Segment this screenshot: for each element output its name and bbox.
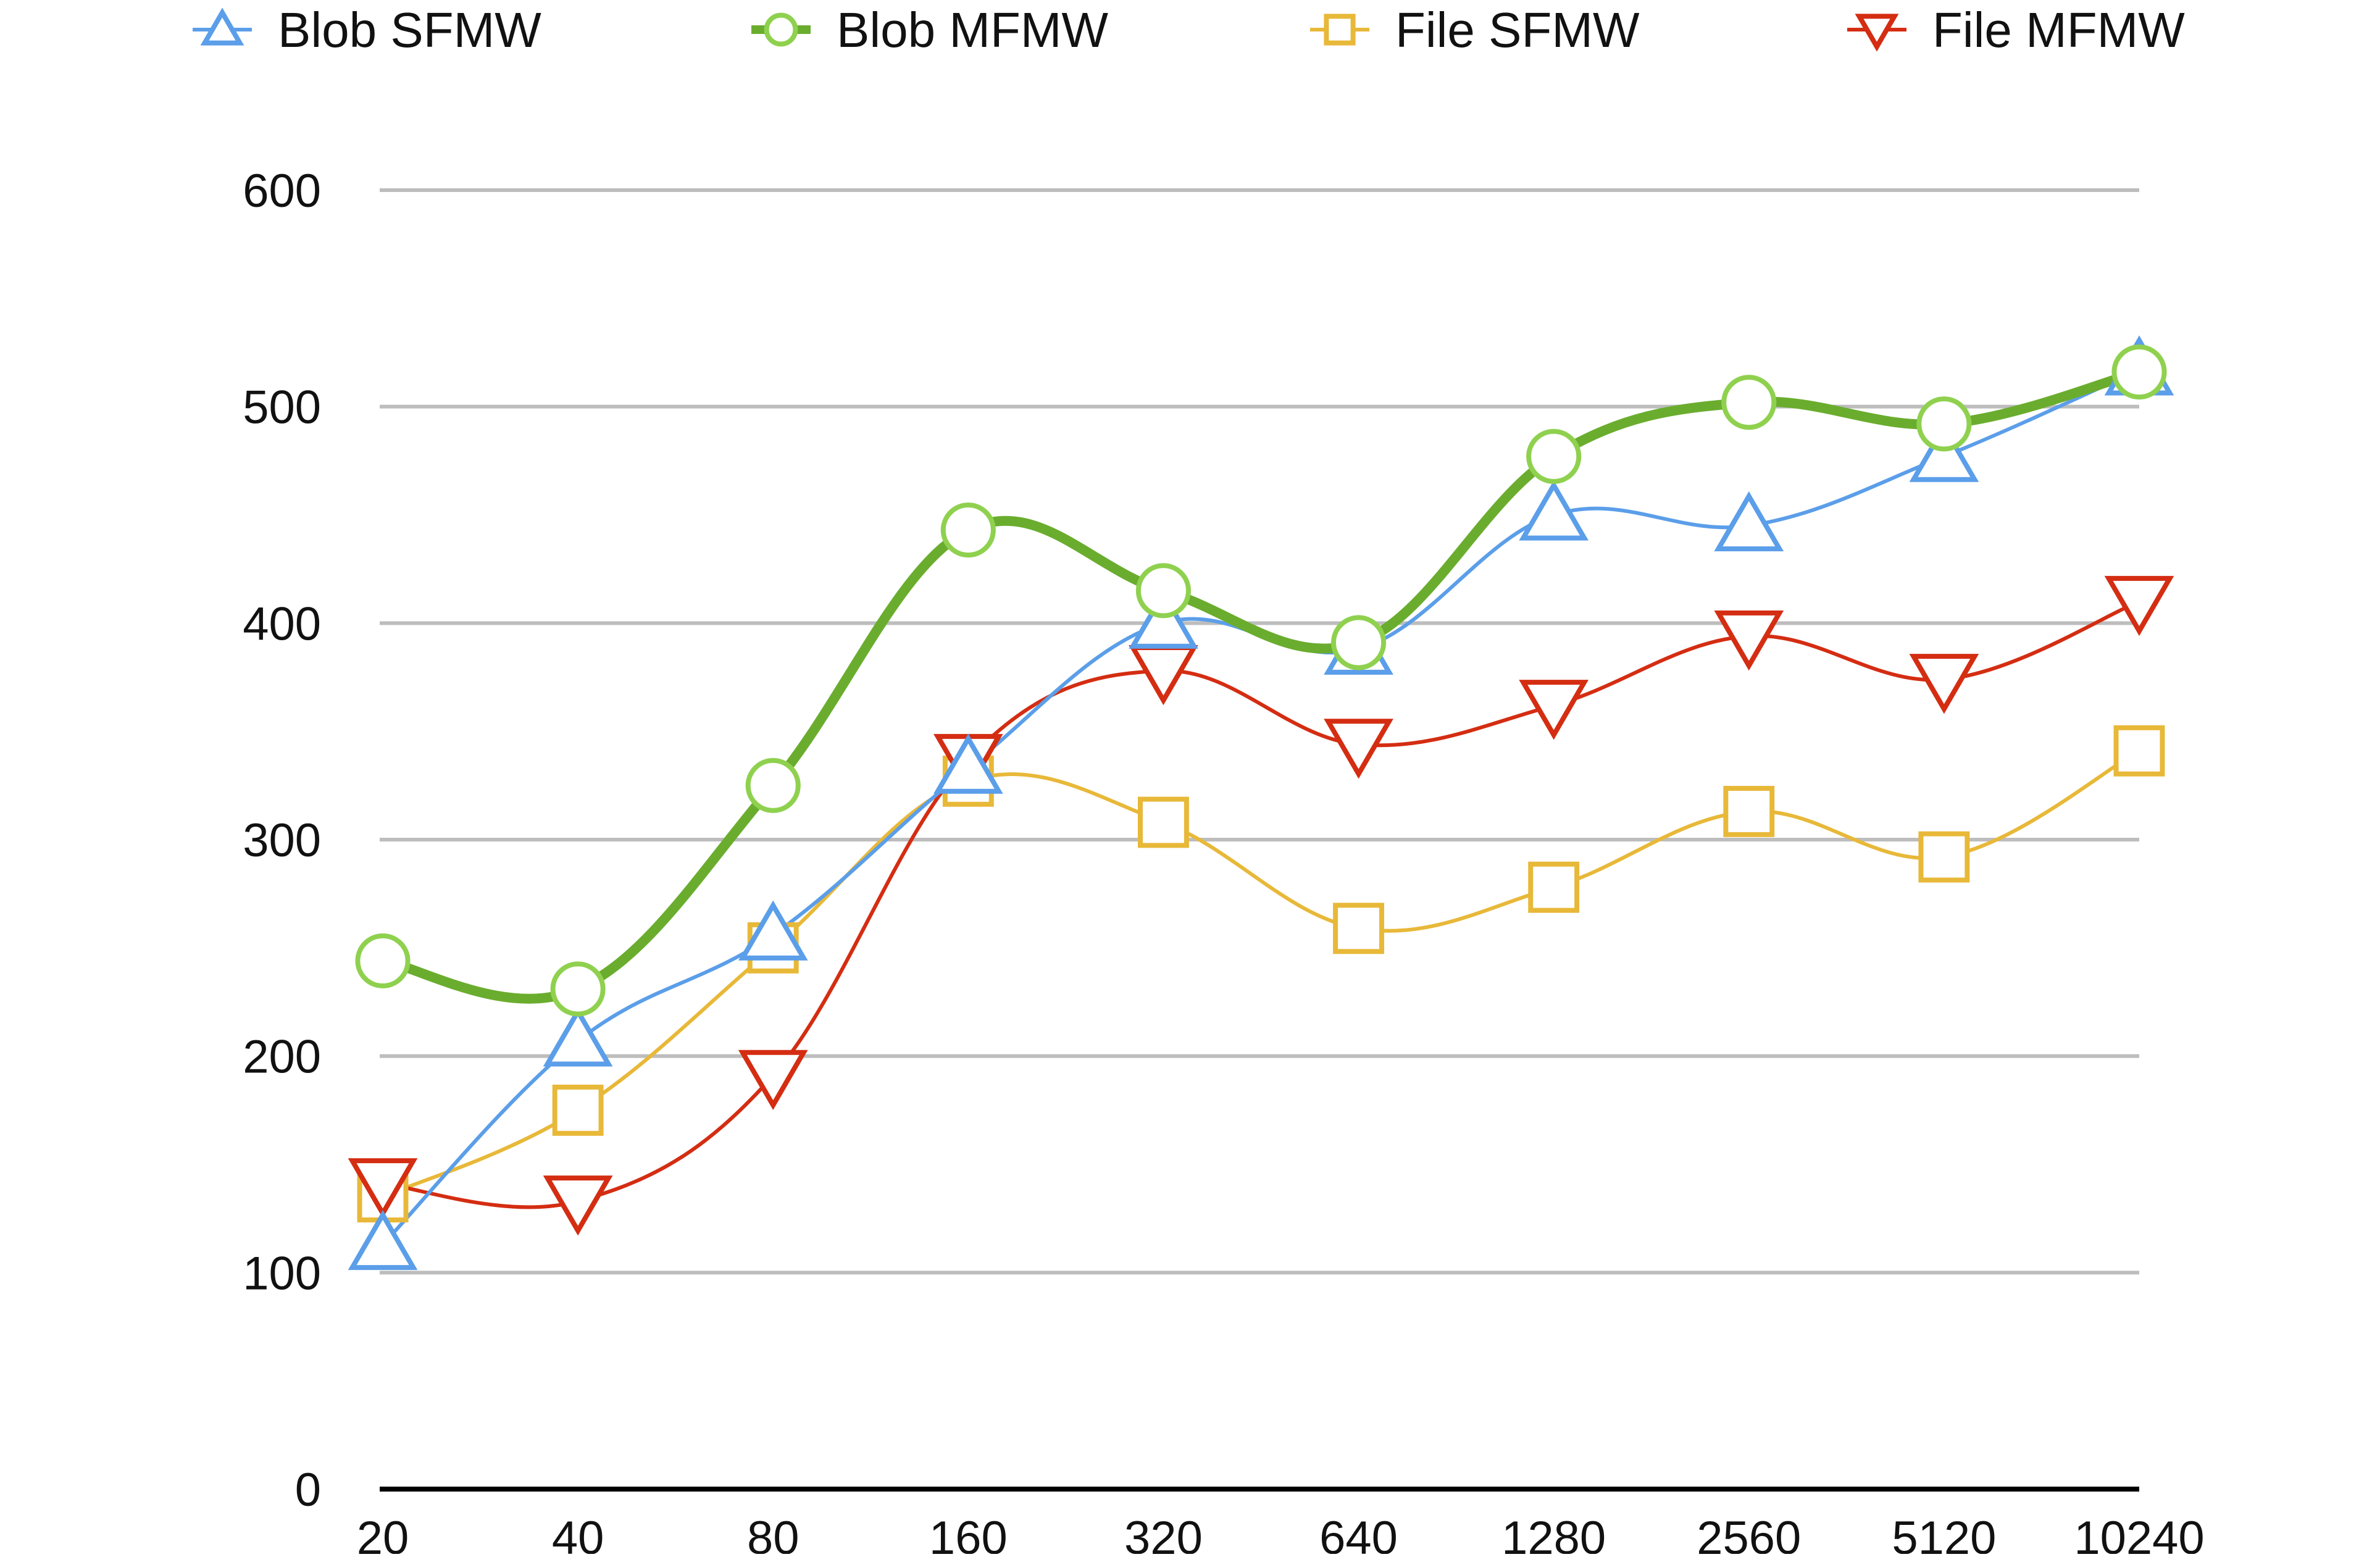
data-point <box>348 1209 418 1271</box>
legend-label: Blob SFMW <box>278 2 541 57</box>
data-point <box>1721 375 1777 430</box>
data-point <box>1909 654 1979 714</box>
y-tick-label: 100 <box>243 1247 321 1300</box>
series-line <box>381 599 2141 1209</box>
legend-marker <box>1855 14 1899 52</box>
y-tick-label: 400 <box>243 598 321 650</box>
y-tick-label: 0 <box>295 1464 321 1516</box>
data-point <box>2104 575 2174 637</box>
data-point <box>552 1084 604 1136</box>
legend-item: File MFMW <box>1847 2 2185 57</box>
legend-marker <box>764 12 798 47</box>
axes: 0 100 200 300 400 500 600 20 40 80 160 320 640 1280 25… <box>243 165 2204 1557</box>
legend-marker <box>200 7 244 46</box>
data-point <box>543 1006 613 1067</box>
data-point <box>550 961 606 1017</box>
x-tick-label: 5120 <box>1892 1512 1996 1554</box>
legend-item: File SFMW <box>1310 2 1640 57</box>
data-point <box>1138 796 1189 848</box>
legend-label: File MFMW <box>1932 2 2185 57</box>
series-line <box>378 367 2144 1004</box>
data-point <box>1519 480 1589 541</box>
data-point <box>745 758 801 813</box>
data-point <box>1714 491 1784 551</box>
data-point <box>940 502 996 558</box>
series-markers <box>348 335 2174 1271</box>
series-line <box>381 749 2141 1199</box>
data-point <box>2111 344 2167 400</box>
data-point <box>1909 422 1979 482</box>
x-tick-label: 10240 <box>2074 1512 2204 1554</box>
data-point <box>1519 680 1589 740</box>
y-tick-label: 600 <box>243 165 321 217</box>
data-point <box>738 900 808 961</box>
gridlines <box>380 188 2139 1275</box>
data-point <box>1526 428 1582 484</box>
legend-item: Blob SFMW <box>193 2 541 57</box>
x-tick-label: 320 <box>1124 1512 1203 1554</box>
y-tick-label: 200 <box>243 1031 321 1083</box>
data-point <box>1324 719 1393 779</box>
x-tick-label: 80 <box>747 1512 800 1554</box>
data-point <box>1333 903 1384 954</box>
data-point <box>1129 588 1198 649</box>
series-lines <box>378 367 2144 1246</box>
series-line <box>381 368 2141 1246</box>
x-tick-label: 2560 <box>1697 1512 1801 1554</box>
legend-label: File SFMW <box>1395 2 1640 57</box>
x-tick-label: 40 <box>552 1512 604 1554</box>
data-point <box>1528 861 1580 913</box>
y-tick-label: 300 <box>243 814 321 867</box>
data-point <box>2113 725 2165 777</box>
data-point <box>933 733 1003 794</box>
legend-marker <box>1324 14 1356 46</box>
legend: Blob SFMW Blob MFMW File SFMW File MFMW <box>193 2 2185 57</box>
x-tick-label: 1280 <box>1501 1512 1606 1554</box>
x-tick-label: 640 <box>1319 1512 1398 1554</box>
y-tick-label: 500 <box>243 382 321 434</box>
data-point <box>348 1158 418 1219</box>
data-point <box>543 1175 613 1236</box>
data-point <box>1330 615 1387 670</box>
data-point <box>738 1050 808 1111</box>
x-tick-label: 20 <box>357 1512 409 1554</box>
legend-item: Blob MFMW <box>751 2 1108 57</box>
legend-label: Blob MFMW <box>837 2 1108 57</box>
x-tick-label: 160 <box>929 1512 1008 1554</box>
data-point <box>1918 831 1970 883</box>
data-point <box>1916 396 1972 452</box>
data-point <box>1135 563 1192 619</box>
data-point <box>1714 610 1784 671</box>
data-point <box>1723 785 1775 837</box>
data-point <box>355 933 411 988</box>
